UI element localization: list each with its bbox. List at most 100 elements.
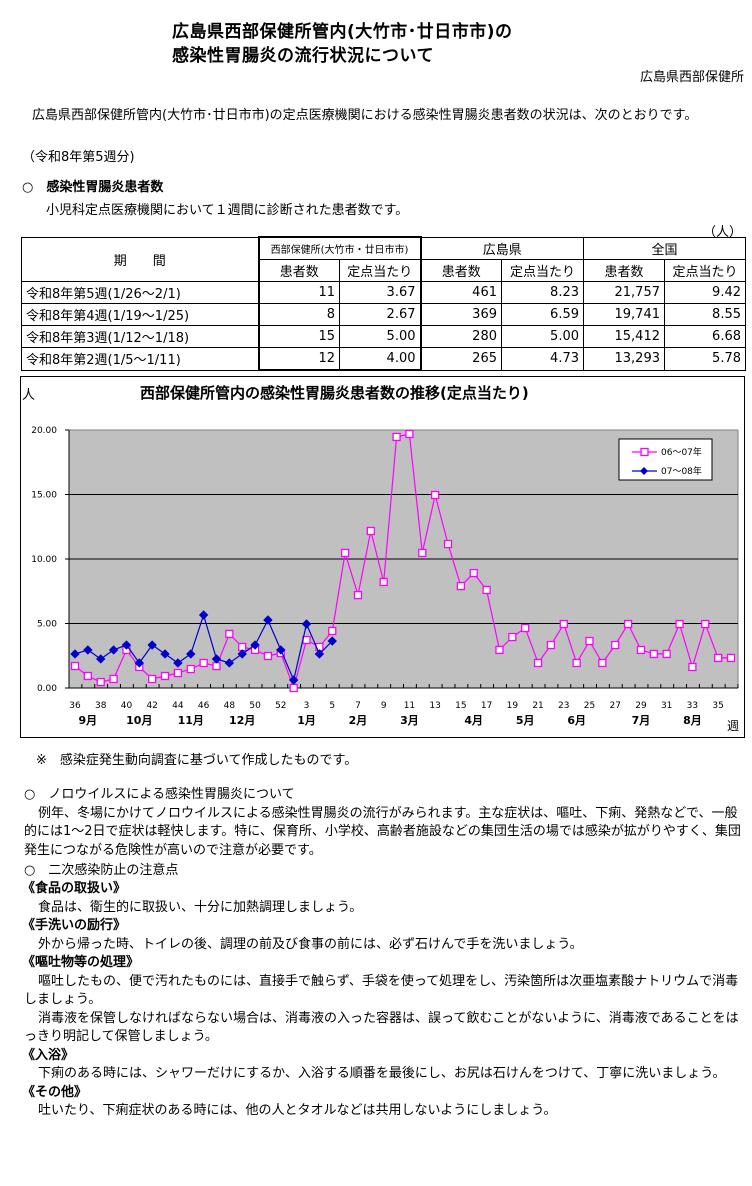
organization-name: 広島県西部保健所 — [639, 70, 744, 85]
data-point-marker — [675, 619, 684, 629]
data-point-marker — [211, 654, 222, 664]
data-point-marker — [598, 658, 607, 668]
data-point-marker — [366, 526, 375, 536]
data-point-marker — [302, 635, 311, 645]
x-tick-label: 35 — [712, 701, 723, 711]
data-point-marker — [109, 674, 118, 684]
month-label: 8月 — [683, 714, 702, 727]
section-subtext-cases: 小児科定点医療機関において１週間に診断された患者数です。 — [46, 203, 409, 218]
data-point-marker — [379, 577, 388, 587]
data-point-marker — [250, 640, 260, 650]
data-point-marker — [198, 610, 209, 620]
x-tick-label: 25 — [584, 701, 595, 711]
prevention-item-title: 《入浴》 — [22, 1047, 75, 1063]
y-tick-label: 0.00 — [37, 684, 57, 694]
data-point-marker — [585, 636, 594, 646]
data-point-marker — [353, 590, 363, 600]
chart-legend — [618, 438, 713, 481]
west-cases-cell: 12 — [257, 347, 340, 371]
data-point-marker — [314, 649, 325, 659]
data-point-marker — [649, 649, 658, 659]
data-point-marker — [726, 653, 736, 663]
table-header-row-1: 期 間 西部保健所(大竹市・廿日市市) 広島県 全国 — [21, 236, 746, 282]
data-point-marker — [263, 651, 273, 661]
x-tick-label: 44 — [172, 701, 184, 711]
month-label: 4月 — [464, 714, 483, 727]
norovirus-text: 例年、冬場にかけてノロウイルスによる感染性胃腸炎の流行がみられます。主な症状は、… — [24, 805, 741, 858]
chart-y-unit: 人 — [22, 388, 36, 403]
data-point-marker — [328, 626, 337, 636]
data-point-marker — [456, 581, 466, 591]
page-title: 広島県西部保健所管内(大竹市･廿日市市)の 感染性胃腸炎の流行状況について — [172, 20, 513, 68]
data-point-marker — [134, 658, 145, 668]
data-point-marker — [533, 658, 543, 668]
norovirus-heading: ○ ノロウイルスによる感染性胃腸炎について — [24, 787, 295, 802]
x-tick-label: 50 — [249, 701, 261, 711]
section-heading-cases: ○ 感染性胃腸炎患者数 — [22, 180, 164, 195]
chart-source-note: ※ 感染症発生動向調査に基づいて作成したものです。 — [36, 753, 358, 768]
data-point-marker — [186, 649, 196, 659]
x-tick-label: 52 — [275, 701, 286, 711]
data-point-marker — [495, 645, 504, 655]
x-tick-label: 23 — [558, 701, 569, 711]
month-label: 1月 — [297, 714, 316, 727]
prevention-item-text: 食品は、衛生的に取扱い、十分に加熱調理しましょう。 — [38, 899, 363, 915]
data-point-marker — [713, 653, 723, 663]
x-tick-label: 29 — [635, 701, 647, 711]
data-point-marker — [431, 490, 440, 500]
x-tick-label: 48 — [224, 701, 236, 711]
week-note: （令和8年第5週分) — [22, 150, 135, 165]
table-row: 令和8年第4週(1/19～1/25) 8 2.67 369 6.59 19,74… — [21, 303, 746, 326]
data-point-marker — [288, 675, 299, 685]
x-tick-label: 42 — [146, 701, 157, 711]
data-point-marker — [96, 654, 106, 664]
prevention-items: 《食品の取扱い》 食品は、衛生的に取扱い、十分に加熱調理しましょう。 《手洗いの励行… — [22, 880, 742, 1121]
data-point-marker — [469, 568, 478, 578]
month-label: 9月 — [79, 714, 98, 727]
x-tick-label: 33 — [687, 701, 698, 711]
data-point-marker — [96, 677, 105, 687]
data-point-marker — [276, 645, 286, 655]
table-unit-label: （人） — [702, 225, 742, 240]
prevention-item-text: 吐いたり、下痢症状のある時には、他の人とタオルなどは共用しないようにしましょう。 — [38, 1103, 557, 1118]
data-point-marker — [340, 548, 350, 558]
x-tick-label: 17 — [481, 701, 492, 711]
data-point-marker — [83, 645, 93, 655]
intro-text: 広島県西部保健所管内(大竹市･廿日市市)の定点医療機関における感染性胃腸炎患者数… — [32, 108, 698, 123]
page-title-line1: 広島県西部保健所管内(大竹市･廿日市市)の — [172, 22, 513, 42]
nat-per-cell: 6.68 — [664, 325, 746, 348]
data-point-marker — [482, 585, 491, 595]
data-point-marker — [508, 632, 517, 642]
prevention-item-text: 消毒液を保管しなければならない場合は、消毒液の入った容器は、誤って飲むことがない… — [24, 1010, 739, 1045]
prevention-item-title: 《その他》 — [22, 1084, 88, 1100]
data-point-marker — [173, 668, 183, 678]
data-point-marker — [70, 661, 80, 671]
x-tick-label: 40 — [121, 701, 133, 711]
pref-per-cell: 5.00 — [501, 325, 584, 348]
data-point-marker — [121, 640, 132, 650]
month-label: 12月 — [229, 714, 255, 727]
norovirus-section: ○ ノロウイルスによる感染性胃腸炎について 例年、冬場にかけてノロウイルスによる… — [24, 786, 744, 860]
period-cell: 令和8年第3週(1/12～1/18) — [21, 325, 259, 348]
month-label: 11月 — [178, 714, 204, 727]
data-point-marker — [418, 548, 427, 558]
data-point-marker — [701, 619, 710, 629]
legend-marker — [640, 447, 649, 457]
data-point-marker — [636, 645, 646, 655]
legend-label: 07～08年 — [661, 465, 702, 477]
prevention-item-text: 下痢のある時には、シャワーだけにするか、入浴する順番を最後にし、お尻は石けんをつ… — [38, 1066, 726, 1081]
data-point-marker — [559, 619, 568, 629]
table-row: 令和8年第2週(1/5～1/11) 12 4.00 265 4.73 13,29… — [21, 347, 746, 371]
data-point-marker — [611, 640, 620, 650]
subheader-west-per: 定点当たり — [339, 259, 422, 282]
month-label: 2月 — [349, 714, 368, 727]
x-tick-label: 5 — [329, 701, 335, 711]
data-point-marker — [572, 658, 581, 668]
data-point-marker — [263, 615, 273, 625]
data-point-marker — [199, 658, 208, 668]
x-axis-unit-label: 週 — [727, 719, 739, 733]
data-point-marker — [623, 619, 633, 629]
table-row: 令和8年第3週(1/12～1/18) 15 5.00 280 5.00 15,4… — [21, 325, 746, 348]
data-point-marker — [289, 683, 298, 693]
data-point-marker — [186, 664, 195, 674]
